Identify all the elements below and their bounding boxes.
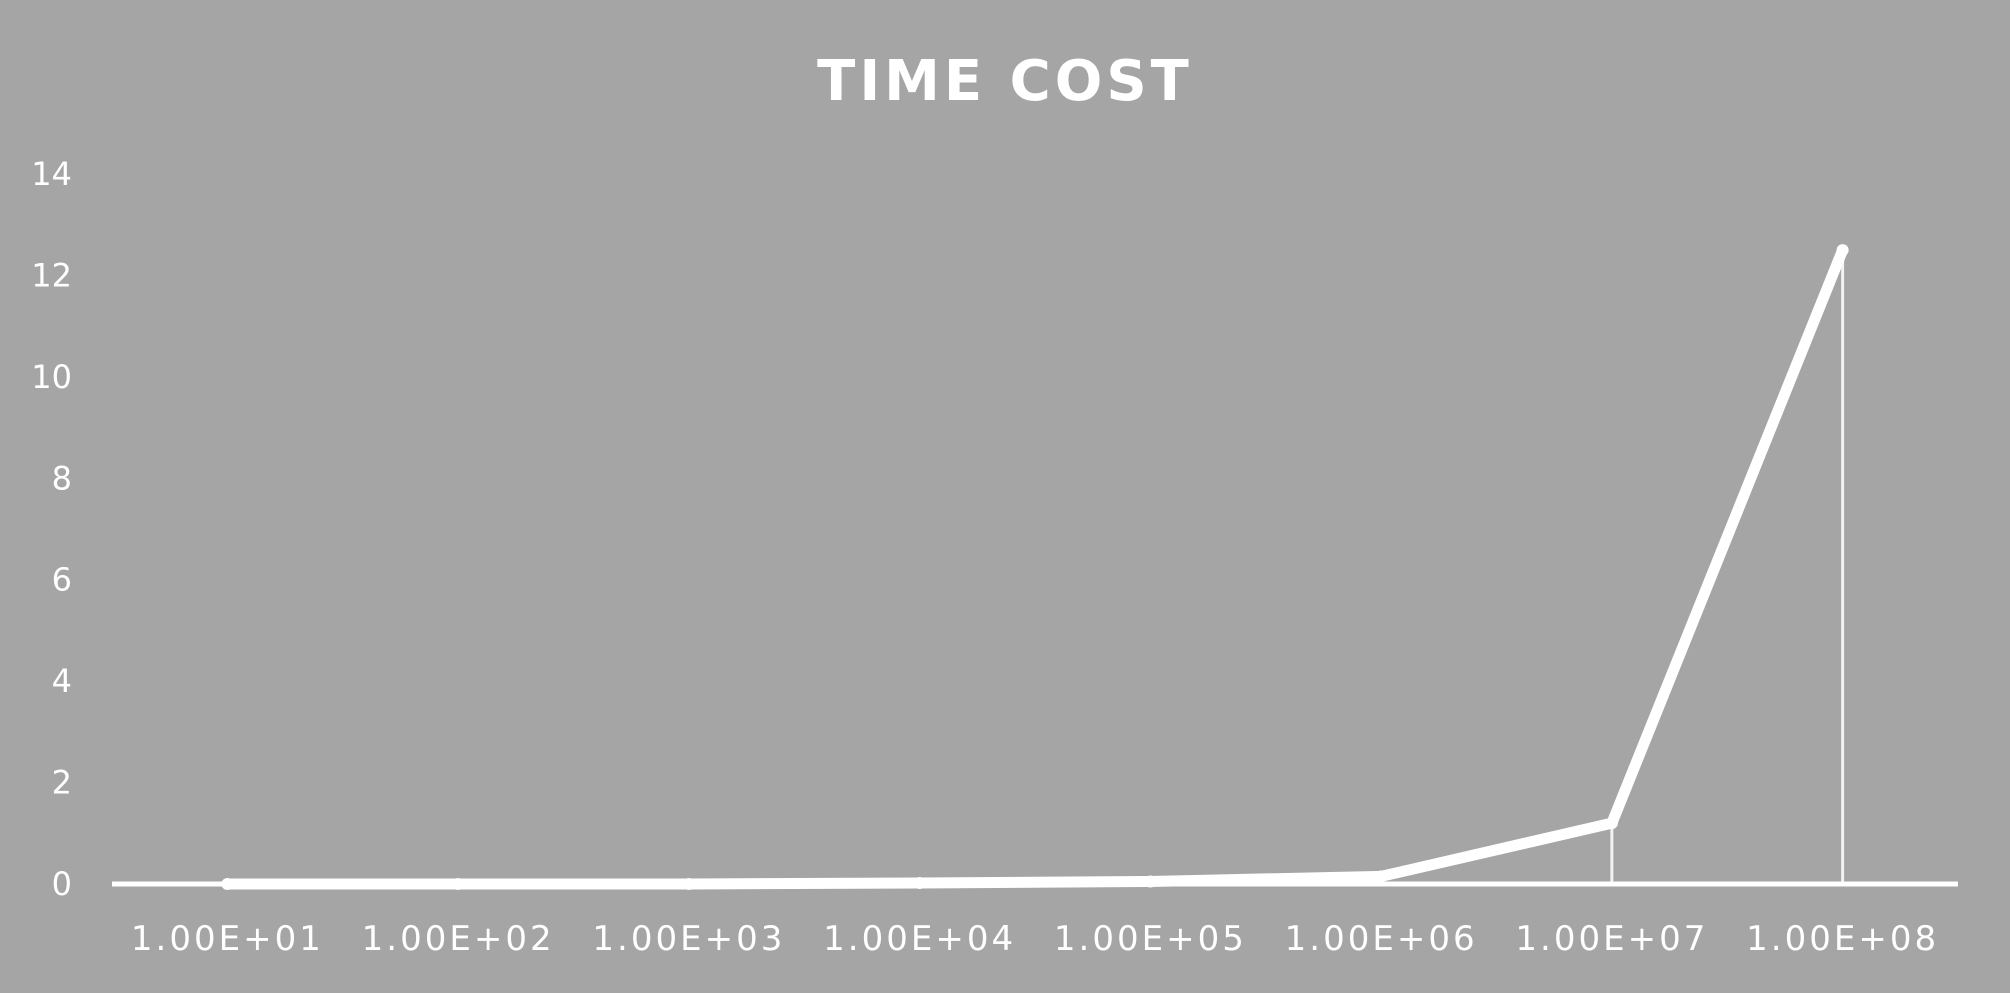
y-tick-label: 10 <box>31 358 72 396</box>
x-tick-label: 1.00E+01 <box>131 919 324 959</box>
y-tick-label: 2 <box>52 764 72 802</box>
data-point <box>1375 870 1388 883</box>
y-tick-label: 12 <box>31 256 72 294</box>
x-tick-label: 1.00E+02 <box>362 919 555 959</box>
series-line <box>221 244 1849 890</box>
x-tick-label: 1.00E+06 <box>1285 919 1478 959</box>
x-tick-label: 1.00E+04 <box>823 919 1016 959</box>
x-tick-label: 1.00E+05 <box>1054 919 1247 959</box>
x-axis-ticks: 1.00E+01 1.00E+02 1.00E+03 1.00E+04 1.00E+05… <box>131 919 1939 959</box>
drop-lines <box>1610 250 1845 884</box>
y-tick-label: 14 <box>31 155 72 193</box>
series-group <box>221 244 1849 890</box>
x-tick-label: 1.00E+07 <box>1515 919 1708 959</box>
y-tick-label: 4 <box>52 662 72 700</box>
data-point <box>1836 244 1849 257</box>
data-point <box>682 878 695 890</box>
data-point <box>221 878 234 890</box>
data-point <box>913 876 926 889</box>
chart-title: TIME COST <box>817 49 1193 114</box>
data-point <box>1605 817 1618 830</box>
x-tick-label: 1.00E+03 <box>592 919 785 959</box>
y-tick-label: 8 <box>52 459 72 497</box>
y-tick-label: 0 <box>52 865 72 903</box>
data-point <box>452 878 465 890</box>
y-tick-label: 6 <box>52 561 72 599</box>
y-axis-ticks: 0 2 4 6 8 10 12 14 <box>31 155 72 903</box>
data-point <box>1144 875 1157 888</box>
x-tick-label: 1.00E+08 <box>1746 919 1939 959</box>
